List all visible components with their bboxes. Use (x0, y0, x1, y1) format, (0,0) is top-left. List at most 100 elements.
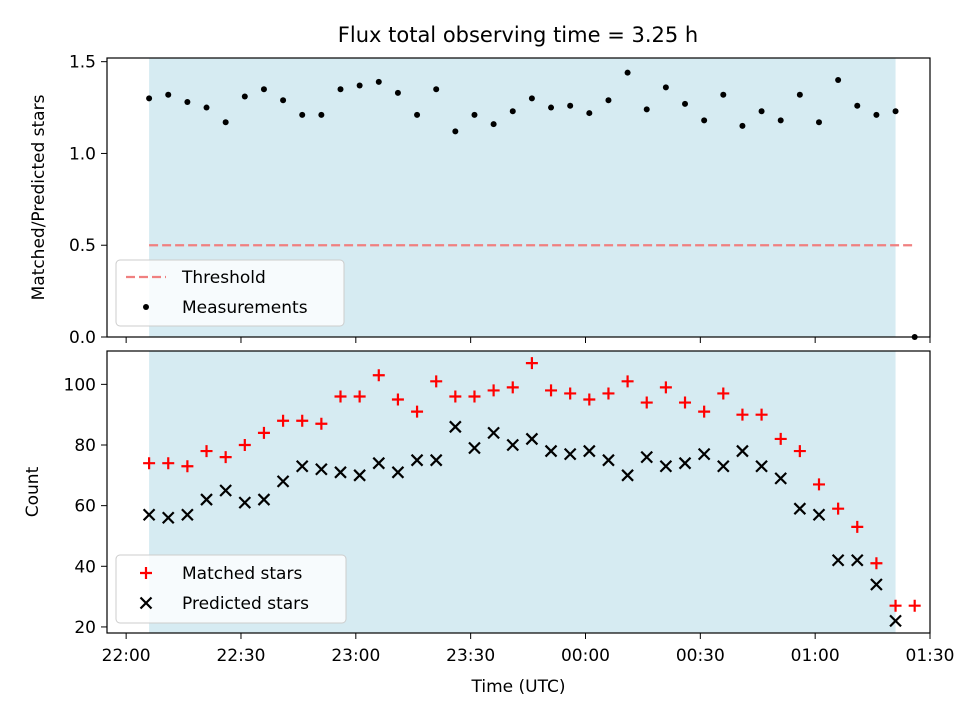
legend: Matched stars Predicted stars (115, 554, 347, 624)
predicted-star-point (315, 462, 328, 476)
y-tick-label: 1.0 (69, 144, 96, 164)
measurement-point (222, 119, 229, 126)
predicted-star-point (621, 469, 634, 482)
measurement-point (146, 95, 153, 102)
predicted-star-point (870, 578, 883, 591)
matched-star-point (449, 390, 462, 403)
y-axis-label: Matched/Predicted stars (29, 94, 49, 300)
matched-star-point (487, 384, 500, 397)
y-tick-label: 60 (74, 497, 96, 517)
legend: Threshold Measurements (115, 259, 345, 327)
predicted-star-point (602, 453, 615, 467)
predicted-star-point (640, 450, 654, 464)
measurement-point (892, 108, 899, 115)
measurement-point (260, 86, 267, 93)
predicted-star-point (200, 493, 213, 506)
measurement-point (567, 102, 574, 109)
matched-star-point (143, 457, 156, 470)
x-tick-label: 01:00 (791, 646, 840, 666)
measurement-point (758, 108, 765, 115)
matched-star-point (679, 396, 692, 409)
matched-star-point (525, 357, 538, 370)
matched-star-point (870, 557, 883, 570)
x-tick-label: 22:30 (216, 646, 265, 666)
measurement-point (720, 91, 727, 98)
matched-star-point (908, 599, 921, 612)
measurement-point (701, 117, 708, 124)
predicted-star-point (583, 444, 596, 458)
measurement-point (337, 86, 344, 93)
predicted-star-point (353, 469, 366, 482)
predicted-star-point (812, 508, 826, 522)
chart-title: Flux total observing time = 3.25 h (338, 23, 698, 47)
measurement-point (165, 91, 172, 98)
y-tick-label: 0.0 (69, 328, 96, 348)
predicted-star-point (736, 444, 749, 458)
matched-star-point (430, 375, 443, 388)
matched-star-point (640, 396, 653, 409)
predicted-star-point (717, 459, 730, 473)
matched-star-point (832, 502, 845, 515)
matched-star-point (564, 387, 577, 400)
predicted-star-point (142, 508, 156, 522)
matched-star-point (717, 387, 730, 400)
top-panel: 0.0 0.5 1.0 1.5 Matched/Predicted stars Thres… (29, 53, 931, 348)
measurement-point (605, 97, 612, 104)
measurement-point (394, 89, 401, 96)
matched-star-point (315, 417, 328, 430)
predicted-star-point (468, 441, 481, 455)
measurement-point (356, 82, 363, 89)
x-tick-label: 23:30 (446, 646, 495, 666)
matched-star-point (296, 414, 309, 427)
y-tick-label: 1.5 (69, 53, 96, 73)
predicted-star-point (659, 459, 673, 473)
matched-star-point (468, 390, 481, 403)
predicted-star-point (429, 453, 443, 467)
measurement-point (471, 111, 478, 118)
axes-frame (106, 350, 931, 634)
measurement-point (375, 78, 382, 85)
legend-matched-label: Matched stars (182, 564, 302, 584)
predicted-star-point (334, 466, 347, 479)
matched-star-point (372, 369, 385, 382)
measurement-point (433, 86, 440, 93)
measurement-point (643, 106, 650, 113)
predicted-star-point (295, 459, 309, 473)
matched-star-point (736, 408, 749, 421)
measurement-point (777, 117, 784, 124)
matched-star-point (812, 478, 825, 491)
predicted-star-point (410, 453, 424, 467)
predicted-star-point (793, 502, 807, 515)
measurement-point (548, 104, 555, 111)
predicted-star-point (697, 447, 711, 461)
predicted-star-point (276, 475, 290, 488)
predicted-star-point (831, 553, 845, 567)
measurement-point (528, 95, 535, 102)
predicted-star-point (181, 508, 194, 522)
matched-star-point (889, 599, 902, 612)
matched-star-point (334, 390, 347, 403)
matched-star-point (602, 387, 615, 400)
measurement-point (796, 91, 803, 98)
matched-star-point (411, 405, 424, 418)
legend-predicted-label: Predicted stars (182, 594, 309, 614)
measurement-point (815, 119, 822, 126)
matched-star-point (545, 384, 558, 397)
predicted-star-point (678, 456, 692, 470)
measurement-point (624, 69, 631, 76)
predicted-star-point (889, 614, 902, 628)
predicted-star-point (525, 432, 539, 446)
matched-star-point (621, 375, 634, 388)
predicted-star-point (391, 466, 405, 479)
legend-box (115, 259, 345, 327)
matched-star-point (257, 426, 270, 439)
matched-star-point (200, 445, 213, 458)
measurement-point (835, 77, 842, 84)
matched-star-point (506, 381, 519, 394)
legend-measurement-label: Measurements (182, 298, 308, 318)
predicted-star-point (774, 472, 787, 485)
predicted-star-point (487, 426, 500, 440)
predicted-star-point (506, 438, 520, 452)
matched-star-point (219, 451, 232, 464)
